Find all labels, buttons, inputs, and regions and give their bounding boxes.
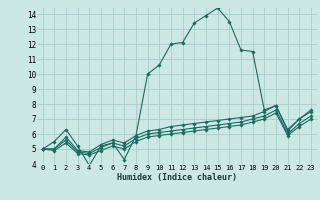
X-axis label: Humidex (Indice chaleur): Humidex (Indice chaleur) xyxy=(117,173,237,182)
